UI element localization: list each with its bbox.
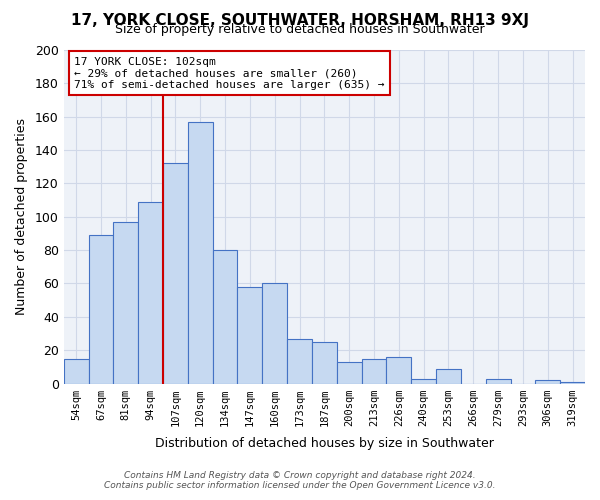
Bar	[362, 358, 386, 384]
Bar	[486, 378, 511, 384]
Text: Contains HM Land Registry data © Crown copyright and database right 2024.
Contai: Contains HM Land Registry data © Crown c…	[104, 470, 496, 490]
Bar	[262, 284, 287, 384]
Bar	[113, 222, 138, 384]
Bar	[535, 380, 560, 384]
Text: 17, YORK CLOSE, SOUTHWATER, HORSHAM, RH13 9XJ: 17, YORK CLOSE, SOUTHWATER, HORSHAM, RH1…	[71, 12, 529, 28]
Bar	[138, 202, 163, 384]
Bar	[64, 358, 89, 384]
Bar	[436, 368, 461, 384]
X-axis label: Distribution of detached houses by size in Southwater: Distribution of detached houses by size …	[155, 437, 494, 450]
Bar	[238, 287, 262, 384]
Bar	[411, 378, 436, 384]
Text: Size of property relative to detached houses in Southwater: Size of property relative to detached ho…	[115, 22, 485, 36]
Y-axis label: Number of detached properties: Number of detached properties	[15, 118, 28, 316]
Bar	[560, 382, 585, 384]
Bar	[312, 342, 337, 384]
Bar	[337, 362, 362, 384]
Bar	[386, 357, 411, 384]
Text: 17 YORK CLOSE: 102sqm
← 29% of detached houses are smaller (260)
71% of semi-det: 17 YORK CLOSE: 102sqm ← 29% of detached …	[74, 56, 385, 90]
Bar	[188, 122, 212, 384]
Bar	[287, 338, 312, 384]
Bar	[212, 250, 238, 384]
Bar	[89, 235, 113, 384]
Bar	[163, 164, 188, 384]
